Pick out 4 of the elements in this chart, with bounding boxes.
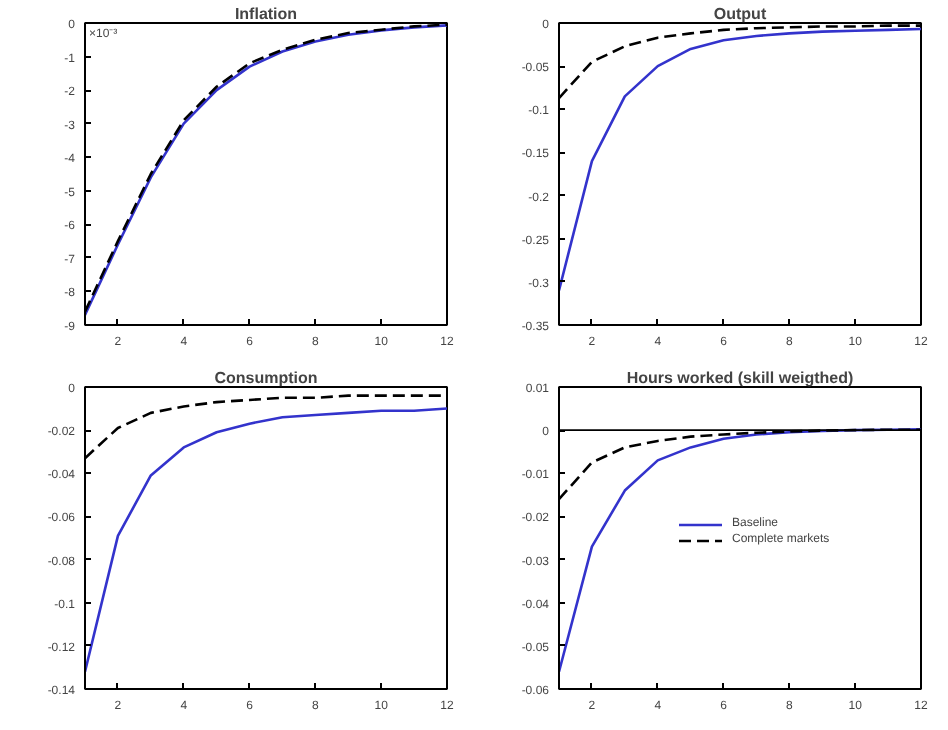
chart-title: Output	[713, 5, 767, 23]
chart-title: Hours worked (skill weigthed)	[626, 369, 855, 387]
chart-title: Inflation	[234, 5, 298, 23]
chart-title: Consumption	[214, 369, 318, 387]
